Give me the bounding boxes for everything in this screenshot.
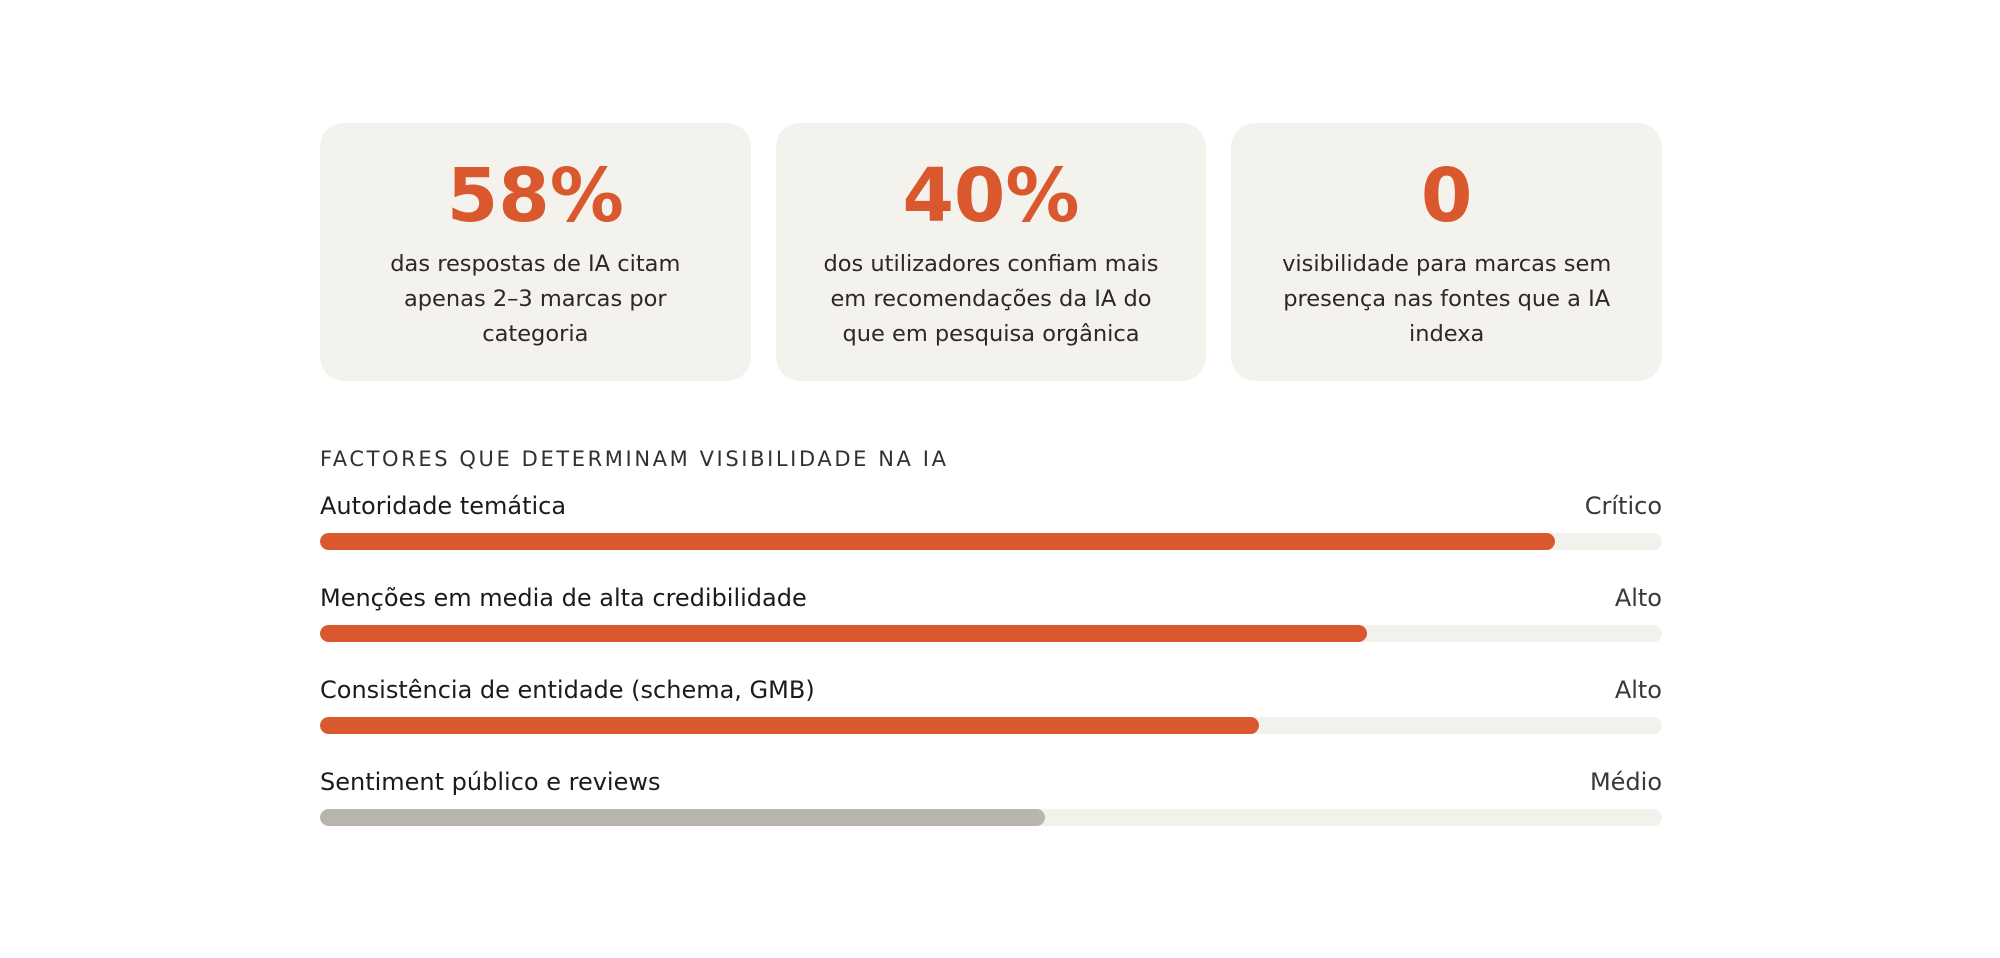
stat-description: dos utilizadores confiam mais em recomen… xyxy=(823,251,1159,347)
stat-value: 58% xyxy=(446,153,624,239)
factor-label: Consistência de entidade (schema, GMB) xyxy=(320,676,815,704)
stat-description: das respostas de IA citam apenas 2–3 mar… xyxy=(390,251,681,347)
factor-item: Consistência de entidade (schema, GMB) A… xyxy=(320,672,1662,764)
content-wrapper: 58% das respostas de IA citam apenas 2–3… xyxy=(320,123,1663,856)
progress-fill xyxy=(320,809,1045,826)
factor-label: Autoridade temática xyxy=(320,492,567,520)
progress-fill xyxy=(320,717,1260,734)
progress-fill xyxy=(320,533,1555,550)
factor-item: Autoridade temática Crítico xyxy=(320,488,1662,580)
factor-level: Médio xyxy=(1589,768,1662,796)
progress-track xyxy=(320,625,1662,642)
stat-value: 40% xyxy=(902,153,1080,239)
stat-card: 0 visibilidade para marcas sem presença … xyxy=(1231,123,1663,381)
stat-description: visibilidade para marcas sem presença na… xyxy=(1282,251,1612,347)
progress-track xyxy=(320,533,1662,550)
progress-track xyxy=(320,717,1662,734)
section-title: FACTORES QUE DETERMINAM VISIBILIDADE NA … xyxy=(320,447,949,471)
factor-level: Crítico xyxy=(1584,492,1662,520)
factor-label: Menções em media de alta credibilidade xyxy=(320,584,807,612)
factor-level: Alto xyxy=(1614,676,1662,704)
progress-fill xyxy=(320,625,1367,642)
stats-row: 58% das respostas de IA citam apenas 2–3… xyxy=(320,123,1663,381)
factor-label: Sentiment público e reviews xyxy=(320,768,661,796)
stat-card: 40% dos utilizadores confiam mais em rec… xyxy=(775,123,1207,381)
stat-value: 0 xyxy=(1420,153,1473,239)
stat-card: 58% das respostas de IA citam apenas 2–3… xyxy=(320,123,751,381)
factors-list: Autoridade temática Crítico Menções em m… xyxy=(320,488,1662,856)
factor-item: Sentiment público e reviews Médio xyxy=(320,764,1662,856)
factor-level: Alto xyxy=(1614,584,1662,612)
factor-item: Menções em media de alta credibilidade A… xyxy=(320,580,1662,672)
progress-track xyxy=(320,809,1662,826)
